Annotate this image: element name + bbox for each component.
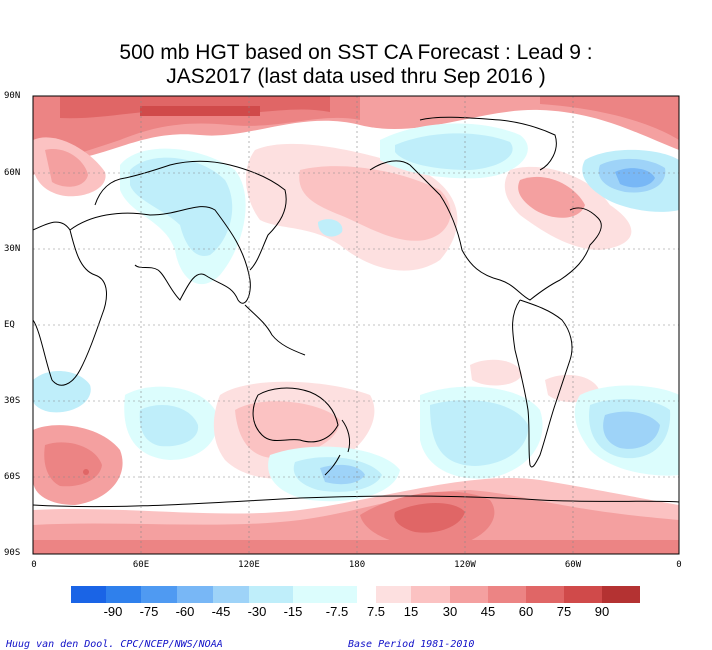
colorbar: [71, 586, 640, 603]
lat-label-60s: 60S: [4, 472, 21, 482]
colorbar-label: -90: [103, 604, 123, 619]
lon-label-120e: 120E: [238, 560, 260, 570]
colorbar-label: -60: [175, 604, 195, 619]
colorbar-swatch-negative: [71, 586, 106, 603]
colorbar-label: 75: [556, 604, 572, 619]
lon-label-120w: 120W: [454, 560, 476, 570]
colorbar-swatch-negative: [213, 586, 249, 603]
colorbar-swatch-positive: [411, 586, 450, 603]
lat-label-30n: 30N: [4, 244, 21, 254]
colorbar-label: -45: [211, 604, 231, 619]
anomaly-field: [33, 96, 679, 554]
coastlines: [33, 116, 679, 508]
colorbar-label: 45: [480, 604, 496, 619]
colorbar-swatch-negative: [293, 586, 357, 603]
lon-label-0-east: 0: [676, 560, 682, 570]
colorbar-swatch-positive: [450, 586, 488, 603]
colorbar-label: -7.5: [325, 604, 349, 619]
colorbar-label: -15: [283, 604, 303, 619]
lon-label-180: 180: [348, 560, 366, 570]
lon-label-0: 0: [31, 560, 37, 570]
colorbar-label: 60: [518, 604, 534, 619]
colorbar-swatch-negative: [106, 586, 141, 603]
colorbar-label: -75: [139, 604, 159, 619]
credit-text: Huug van den Dool. CPC/NCEP/NWS/NOAA: [6, 639, 223, 650]
colorbar-label: 15: [403, 604, 419, 619]
colorbar-swatch-positive: [488, 586, 526, 603]
graticule: [33, 96, 679, 554]
colorbar-label: 30: [442, 604, 458, 619]
map-title-line1: 500 mb HGT based on SST CA Forecast : Le…: [119, 41, 593, 64]
colorbar-swatch-negative: [141, 586, 177, 603]
colorbar-swatch-negative: [249, 586, 293, 603]
map-frame: [32, 95, 680, 555]
lon-label-60e: 60E: [132, 560, 150, 570]
colorbar-swatch-negative: [177, 586, 213, 603]
colorbar-label: 7.5: [366, 604, 386, 619]
lon-label-60w: 60W: [564, 560, 582, 570]
colorbar-swatch-positive: [564, 586, 602, 603]
colorbar-label: 90: [594, 604, 610, 619]
colorbar-swatch-positive: [376, 586, 411, 603]
lat-label-eq: EQ: [4, 320, 15, 330]
map-title-line2: JAS2017 (last data used thru Sep 2016 ): [166, 65, 546, 88]
lat-label-90s: 90S: [4, 548, 21, 558]
colorbar-label: -30: [247, 604, 267, 619]
lat-label-60n: 60N: [4, 168, 21, 178]
base-period-text: Base Period 1981-2010: [348, 639, 475, 650]
colorbar-swatch-positive: [526, 586, 564, 603]
lat-label-30s: 30S: [4, 396, 21, 406]
lat-label-90n: 90N: [4, 91, 21, 101]
colorbar-swatch-positive: [602, 586, 640, 603]
